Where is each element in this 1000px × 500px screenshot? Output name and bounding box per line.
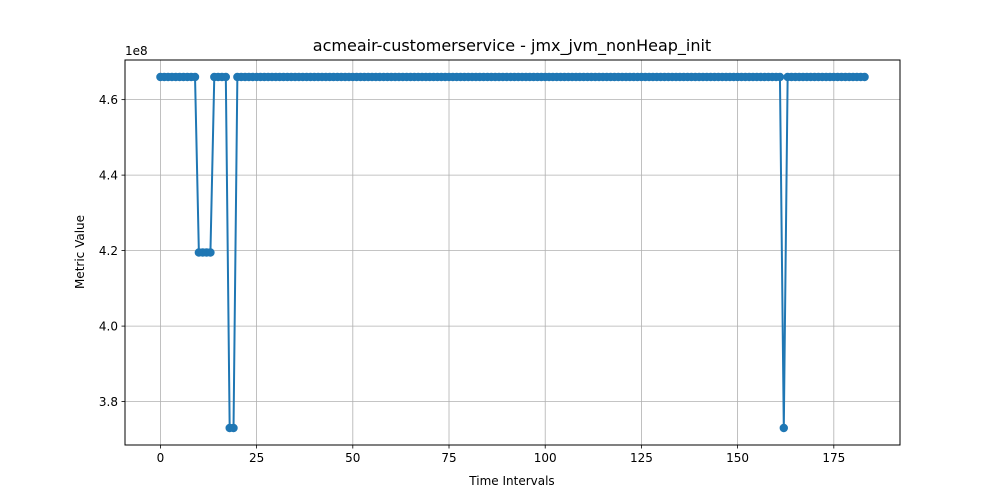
y-axis-offset-label: 1e8 xyxy=(125,44,148,58)
x-tick-label: 75 xyxy=(441,451,456,465)
x-tick-label: 125 xyxy=(630,451,653,465)
y-tick-label: 4.2 xyxy=(99,244,118,258)
data-point xyxy=(190,72,200,82)
x-tick-label: 0 xyxy=(157,451,165,465)
x-tick-label: 150 xyxy=(726,451,749,465)
x-tick-label: 25 xyxy=(249,451,264,465)
data-point xyxy=(860,72,869,82)
y-axis-label: Metric Value xyxy=(73,215,87,289)
x-axis: 0 25 50 75 100 125 150 175 xyxy=(157,445,845,465)
y-tick-label: 4.0 xyxy=(99,320,118,334)
x-axis-label: Time Intervals xyxy=(468,474,554,488)
data-point xyxy=(206,248,215,257)
y-tick-label: 4.6 xyxy=(99,93,118,107)
plot-area xyxy=(156,72,869,433)
grid-lines xyxy=(125,60,900,445)
x-tick-label: 100 xyxy=(534,451,557,465)
data-point xyxy=(779,423,788,433)
y-axis: 3.8 4.0 4.2 4.4 4.6 xyxy=(99,93,125,409)
data-point xyxy=(775,72,785,82)
data-point xyxy=(221,72,231,82)
axes-frame xyxy=(124,59,901,446)
x-tick-label: 175 xyxy=(822,451,845,465)
y-tick-label: 4.4 xyxy=(99,169,118,183)
x-tick-label: 50 xyxy=(345,451,360,465)
chart-title: acmeair-customerservice - jmx_jvm_nonHea… xyxy=(313,36,711,56)
data-point xyxy=(229,423,238,433)
y-tick-label: 3.8 xyxy=(99,395,118,409)
